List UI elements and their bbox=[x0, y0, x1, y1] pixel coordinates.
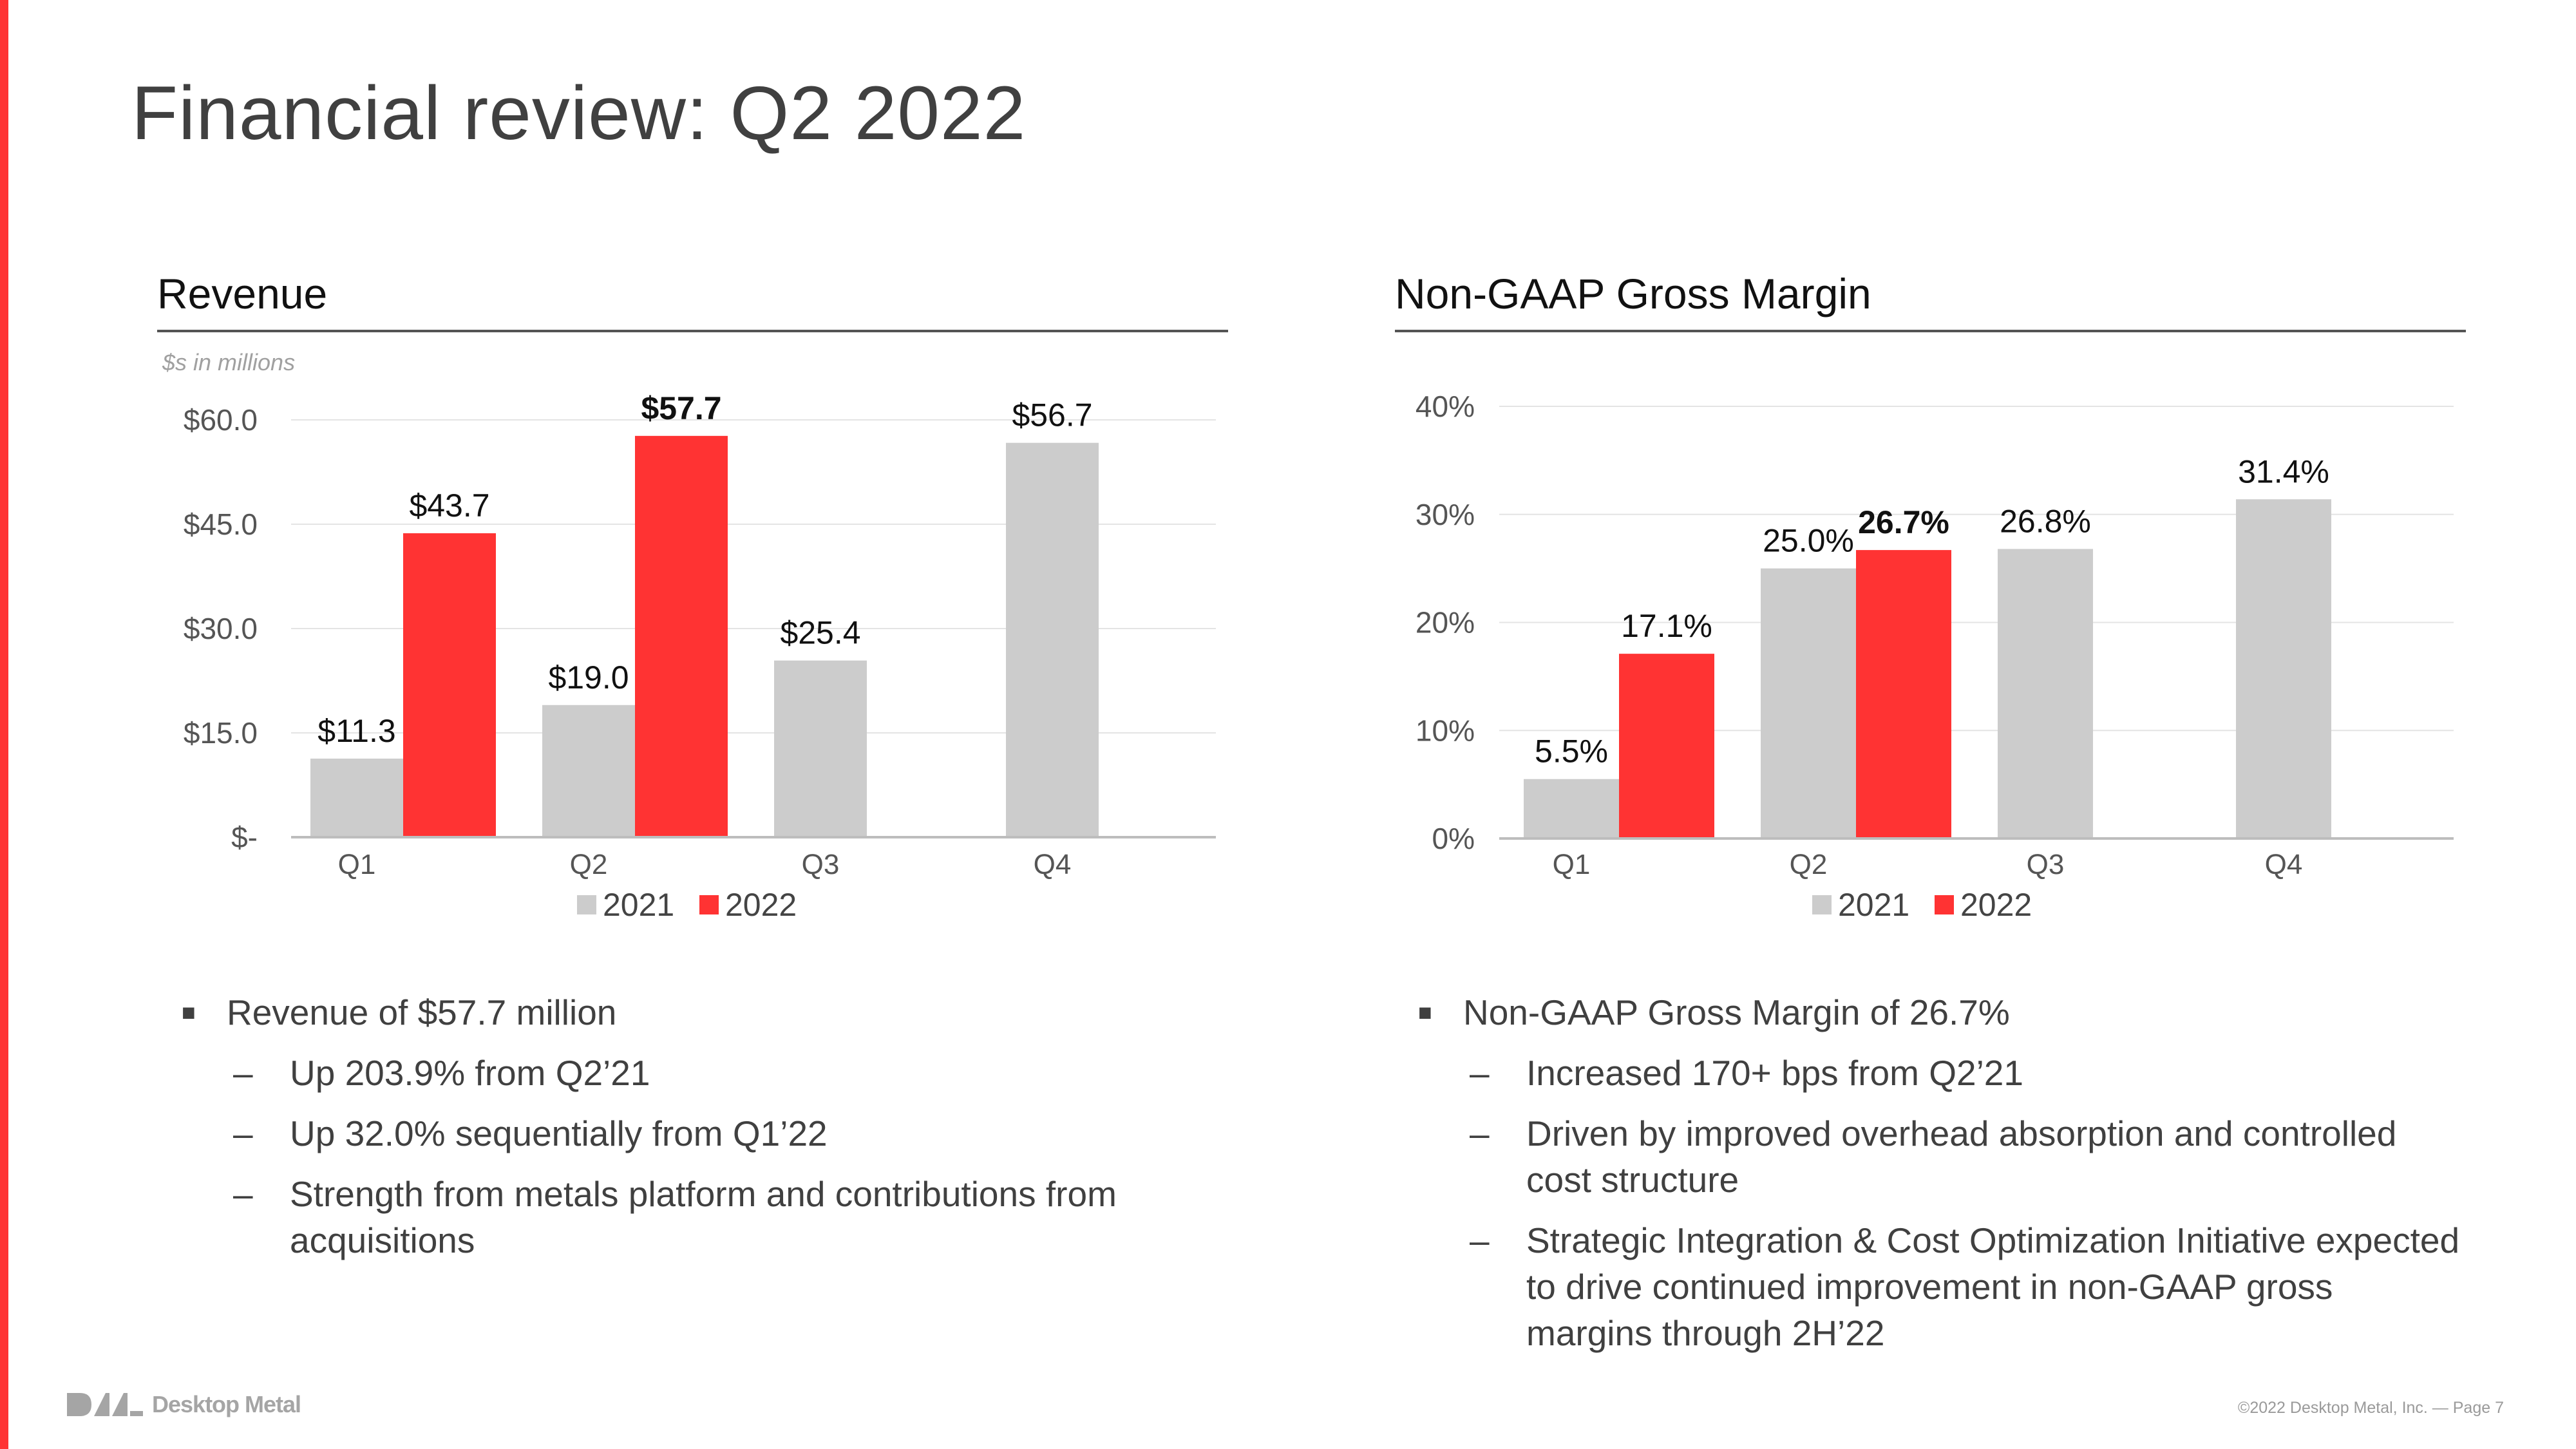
sub-bullet-item: – Up 32.0% sequentially from Q1’22 bbox=[162, 1110, 1225, 1157]
bar-2022-q1 bbox=[403, 533, 496, 837]
data-label: $56.7 bbox=[1012, 397, 1092, 433]
sub-bullet-item: – Increased 170+ bps from Q2’21 bbox=[1399, 1050, 2468, 1096]
legend-swatch-2022 bbox=[1935, 895, 1954, 914]
data-label: 17.1% bbox=[1621, 608, 1712, 644]
y-tick-label: $60.0 bbox=[184, 403, 258, 437]
y-tick-label: $15.0 bbox=[184, 716, 258, 750]
data-label: $43.7 bbox=[409, 488, 489, 524]
sub-bullet-item: – Up 203.9% from Q2’21 bbox=[162, 1050, 1225, 1096]
y-tick-label: 30% bbox=[1416, 498, 1475, 531]
logo-text: Desktop Metal bbox=[152, 1391, 301, 1417]
x-tick-label: Q4 bbox=[1034, 849, 1072, 880]
legend-label-2022: 2022 bbox=[1960, 887, 2032, 923]
bar-2021-q2 bbox=[542, 705, 635, 837]
y-tick-label: 10% bbox=[1416, 714, 1475, 747]
legend-swatch-2021 bbox=[1812, 895, 1832, 914]
sub-bullet-text: Strategic Integration & Cost Optimizatio… bbox=[1526, 1220, 2460, 1353]
sub-bullet-text: Up 203.9% from Q2’21 bbox=[290, 1053, 650, 1093]
data-label: $57.7 bbox=[641, 390, 721, 426]
margin-bullets: ■ Non-GAAP Gross Margin of 26.7% – Incre… bbox=[1399, 989, 2468, 1370]
data-label: $25.4 bbox=[780, 615, 860, 651]
bar-2021-q1 bbox=[1524, 779, 1619, 838]
legend-label-2021: 2021 bbox=[1838, 887, 1909, 923]
dash-marker: – bbox=[1470, 1053, 1490, 1093]
bullet-marker: ■ bbox=[182, 999, 196, 1025]
x-tick-label: Q1 bbox=[338, 849, 376, 880]
bullet-text: Revenue of $57.7 million bbox=[227, 992, 617, 1032]
data-label: 26.8% bbox=[2000, 503, 2091, 539]
revenue-chart: $- $15.0 $30.0 $45.0 $60.0 $11.3 $43.7 Q1 $19.0 $… bbox=[184, 390, 1216, 923]
dash-marker: – bbox=[233, 1174, 253, 1214]
margin-panel-title: Non-GAAP Gross Margin bbox=[1395, 270, 1871, 317]
legend-swatch-2022 bbox=[699, 895, 719, 914]
revenue-bullets: ■ Revenue of $57.7 million – Up 203.9% f… bbox=[162, 989, 1225, 1278]
bar-2021-q1 bbox=[310, 758, 403, 837]
bar-2022-q2 bbox=[1856, 550, 1951, 838]
sub-bullet-text: Strength from metals platform and contri… bbox=[290, 1174, 1117, 1260]
sub-bullet-text: Up 32.0% sequentially from Q1’22 bbox=[290, 1113, 828, 1153]
sub-bullet-item: – Strength from metals platform and cont… bbox=[162, 1171, 1225, 1264]
sub-bullet-text: Driven by improved overhead absorption a… bbox=[1526, 1113, 2397, 1200]
y-tick-label: 20% bbox=[1416, 606, 1475, 639]
legend-label-2022: 2022 bbox=[725, 887, 797, 923]
dash-marker: – bbox=[233, 1113, 253, 1153]
accent-bar bbox=[0, 0, 8, 1449]
data-label: 31.4% bbox=[2238, 453, 2329, 489]
sub-bullet-item: – Driven by improved overhead absorption… bbox=[1399, 1110, 2468, 1203]
y-tick-label: $- bbox=[231, 820, 258, 854]
bar-2021-q3 bbox=[1998, 549, 2093, 838]
bar-2022-q2 bbox=[635, 435, 728, 837]
x-tick-label: Q2 bbox=[570, 849, 608, 880]
units-note: $s in millions bbox=[162, 349, 296, 375]
data-label: $19.0 bbox=[548, 659, 629, 696]
legend-swatch-2021 bbox=[577, 895, 596, 914]
legend-label-2021: 2021 bbox=[603, 887, 674, 923]
data-label: 26.7% bbox=[1858, 504, 1949, 540]
bar-2021-q2 bbox=[1761, 568, 1856, 838]
dash-marker: – bbox=[233, 1053, 253, 1093]
x-tick-label: Q2 bbox=[1790, 849, 1828, 880]
x-tick-label: Q3 bbox=[2027, 849, 2065, 880]
data-label: 5.5% bbox=[1535, 734, 1608, 770]
y-tick-label: 40% bbox=[1416, 390, 1475, 423]
bar-2021-q4 bbox=[2236, 499, 2331, 838]
footer-text: ©2022 Desktop Metal, Inc. — Page 7 bbox=[2237, 1399, 2504, 1417]
dash-marker: – bbox=[1470, 1220, 1490, 1260]
data-label: 25.0% bbox=[1763, 523, 1854, 559]
bullet-text: Non-GAAP Gross Margin of 26.7% bbox=[1463, 992, 2010, 1032]
x-tick-label: Q1 bbox=[1553, 849, 1591, 880]
y-tick-label: $45.0 bbox=[184, 507, 258, 541]
bar-2021-q4 bbox=[1006, 442, 1099, 837]
margin-chart: 0% 10% 20% 30% 40% 5.5% 17.1% Q1 25.0%26.7% Q2 26.… bbox=[1416, 390, 2454, 923]
margin-title-rule bbox=[1395, 330, 2466, 332]
x-tick-label: Q3 bbox=[802, 849, 840, 880]
bullet-item: ■ Non-GAAP Gross Margin of 26.7% bbox=[1399, 989, 2468, 1036]
y-tick-label: $30.0 bbox=[184, 612, 258, 645]
data-label: $11.3 bbox=[317, 713, 395, 749]
bullet-marker: ■ bbox=[1418, 999, 1432, 1025]
slide-title: Financial review: Q2 2022 bbox=[131, 71, 1027, 156]
bar-2021-q3 bbox=[774, 660, 867, 837]
sub-bullet-item: – Strategic Integration & Cost Optimizat… bbox=[1399, 1217, 2468, 1356]
sub-bullet-text: Increased 170+ bps from Q2’21 bbox=[1526, 1053, 2023, 1093]
x-tick-label: Q4 bbox=[2265, 849, 2303, 880]
revenue-title-rule bbox=[157, 330, 1228, 332]
revenue-panel-title: Revenue bbox=[157, 270, 328, 317]
bar-2022-q1 bbox=[1619, 654, 1714, 838]
desktop-metal-logo: Desktop Metal bbox=[67, 1391, 301, 1418]
dash-marker: – bbox=[1470, 1113, 1490, 1153]
y-tick-label: 0% bbox=[1432, 822, 1475, 855]
bullet-item: ■ Revenue of $57.7 million bbox=[162, 989, 1225, 1036]
logo-mark-icon bbox=[67, 1393, 143, 1416]
